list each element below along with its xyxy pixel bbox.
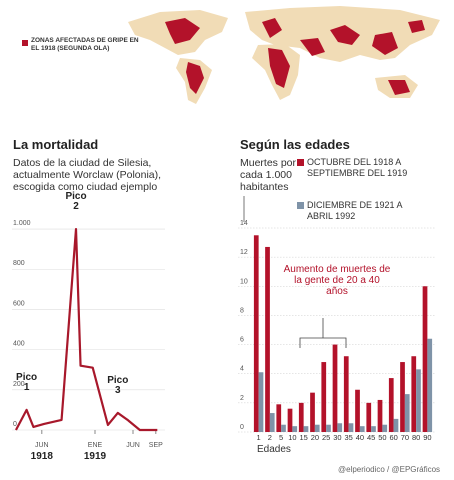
bar [276, 404, 282, 432]
y-tick-label: 8 [240, 307, 244, 314]
bar [427, 338, 433, 432]
y-axis-label: Muertes por cada 1.000 habitantes [240, 157, 297, 193]
annotation-line: 3 [115, 385, 121, 396]
bar [332, 344, 338, 432]
y-tick-label: 600 [13, 300, 25, 307]
bar [382, 424, 388, 432]
bar [371, 426, 376, 432]
credit: @elperiodico / @EPGráficos [338, 465, 441, 474]
bar [253, 235, 259, 432]
y-tick-label: 0 [240, 424, 244, 431]
bar [303, 426, 309, 432]
bar [359, 426, 365, 432]
x-tick-label: 90 [423, 433, 431, 442]
annotation: Pico 3 [107, 375, 128, 396]
y-tick-label: 10 [240, 278, 248, 285]
y-tick-label: 0 [13, 421, 17, 428]
y-tick-label: 800 [13, 260, 25, 267]
map-legend: ZONAS AFECTADAS DE GRIPE EN EL 1918 (SEG… [31, 37, 139, 52]
annotation-line: Pico [65, 191, 86, 202]
x-tick-label: 5 [279, 433, 283, 442]
x-tick-label: 40 [356, 433, 364, 442]
x-tick-label: JUN [126, 442, 140, 449]
bar [269, 413, 275, 432]
bracket [299, 318, 347, 348]
x-tick-label: 25 [322, 433, 330, 442]
x-tick-label: 2 [268, 433, 272, 442]
x-tick-label: SEP [149, 442, 163, 449]
x-tick-label: 45 [367, 433, 375, 442]
annotation-line: 2 [73, 201, 79, 212]
bar [298, 402, 304, 432]
x-tick-label: 15 [299, 433, 307, 442]
legend-label: OCTUBRE DEL 1918 A SEPTIEMBRE DEL 1919 [307, 157, 408, 178]
bar [281, 424, 286, 432]
bar [393, 418, 399, 432]
x-axis-label: Edades [257, 444, 291, 455]
x-tick-label: 60 [389, 433, 397, 442]
bar [366, 402, 372, 432]
bar [355, 389, 360, 432]
bar [321, 362, 327, 432]
y-tick-label: 200 [13, 381, 25, 388]
legend-label: DICIEMBRE DE 1921 A ABRIL 1992 [307, 200, 403, 221]
y-tick-label: 12 [240, 249, 248, 256]
x-tick-label: 1 [257, 433, 261, 442]
chart-title: Según las edades [240, 137, 350, 152]
x-tick-label: 80 [412, 433, 420, 442]
annotation-line: 1 [24, 382, 30, 393]
chart-subtitle: Datos de la ciudad de Silesia, actualmen… [13, 157, 162, 193]
bar [422, 286, 428, 432]
bar [348, 423, 354, 432]
bar [258, 372, 264, 432]
x-tick-label: JUN [35, 442, 49, 449]
bar [400, 362, 405, 432]
annotation-line: Pico [16, 372, 37, 383]
bar [411, 356, 417, 432]
x-year-label: 1918 [31, 451, 54, 462]
legend-swatch [297, 202, 304, 209]
y-tick-label: 400 [13, 341, 25, 348]
legend-swatch [297, 159, 304, 166]
x-tick-label: 30 [333, 433, 341, 442]
x-year-label: 1919 [84, 451, 107, 462]
bar [314, 424, 320, 432]
x-tick-label: 50 [378, 433, 386, 442]
x-tick-label: ENE [88, 442, 103, 449]
bar [265, 246, 270, 432]
bar [388, 378, 394, 432]
x-tick-label: 20 [311, 433, 319, 442]
bar [337, 423, 343, 432]
x-tick-label: 35 [344, 433, 352, 442]
bar [404, 394, 410, 432]
bar [310, 392, 315, 432]
y-tick-label: 2 [240, 395, 244, 402]
x-tick-label: 70 [401, 433, 409, 442]
y-tick-label: 14 [240, 220, 248, 227]
world-map [22, 6, 440, 104]
bar [287, 408, 293, 432]
annotation-line: Pico [107, 375, 128, 386]
annotation: Pico 1 [16, 372, 37, 393]
bar [292, 426, 298, 432]
y-tick-label: 4 [240, 366, 244, 373]
line-series [14, 227, 158, 432]
annotation: Pico 2 [65, 191, 86, 212]
bar [326, 424, 331, 432]
annotation: Aumento de muertes de la gente de 20 a 4… [283, 264, 391, 297]
bar [377, 399, 383, 432]
bar [416, 369, 421, 432]
chart-title: La mortalidad [13, 137, 99, 152]
x-tick-label: 10 [288, 433, 296, 442]
bar [343, 356, 349, 432]
y-tick-label: 1.000 [13, 220, 31, 227]
y-tick-label: 6 [240, 337, 244, 344]
